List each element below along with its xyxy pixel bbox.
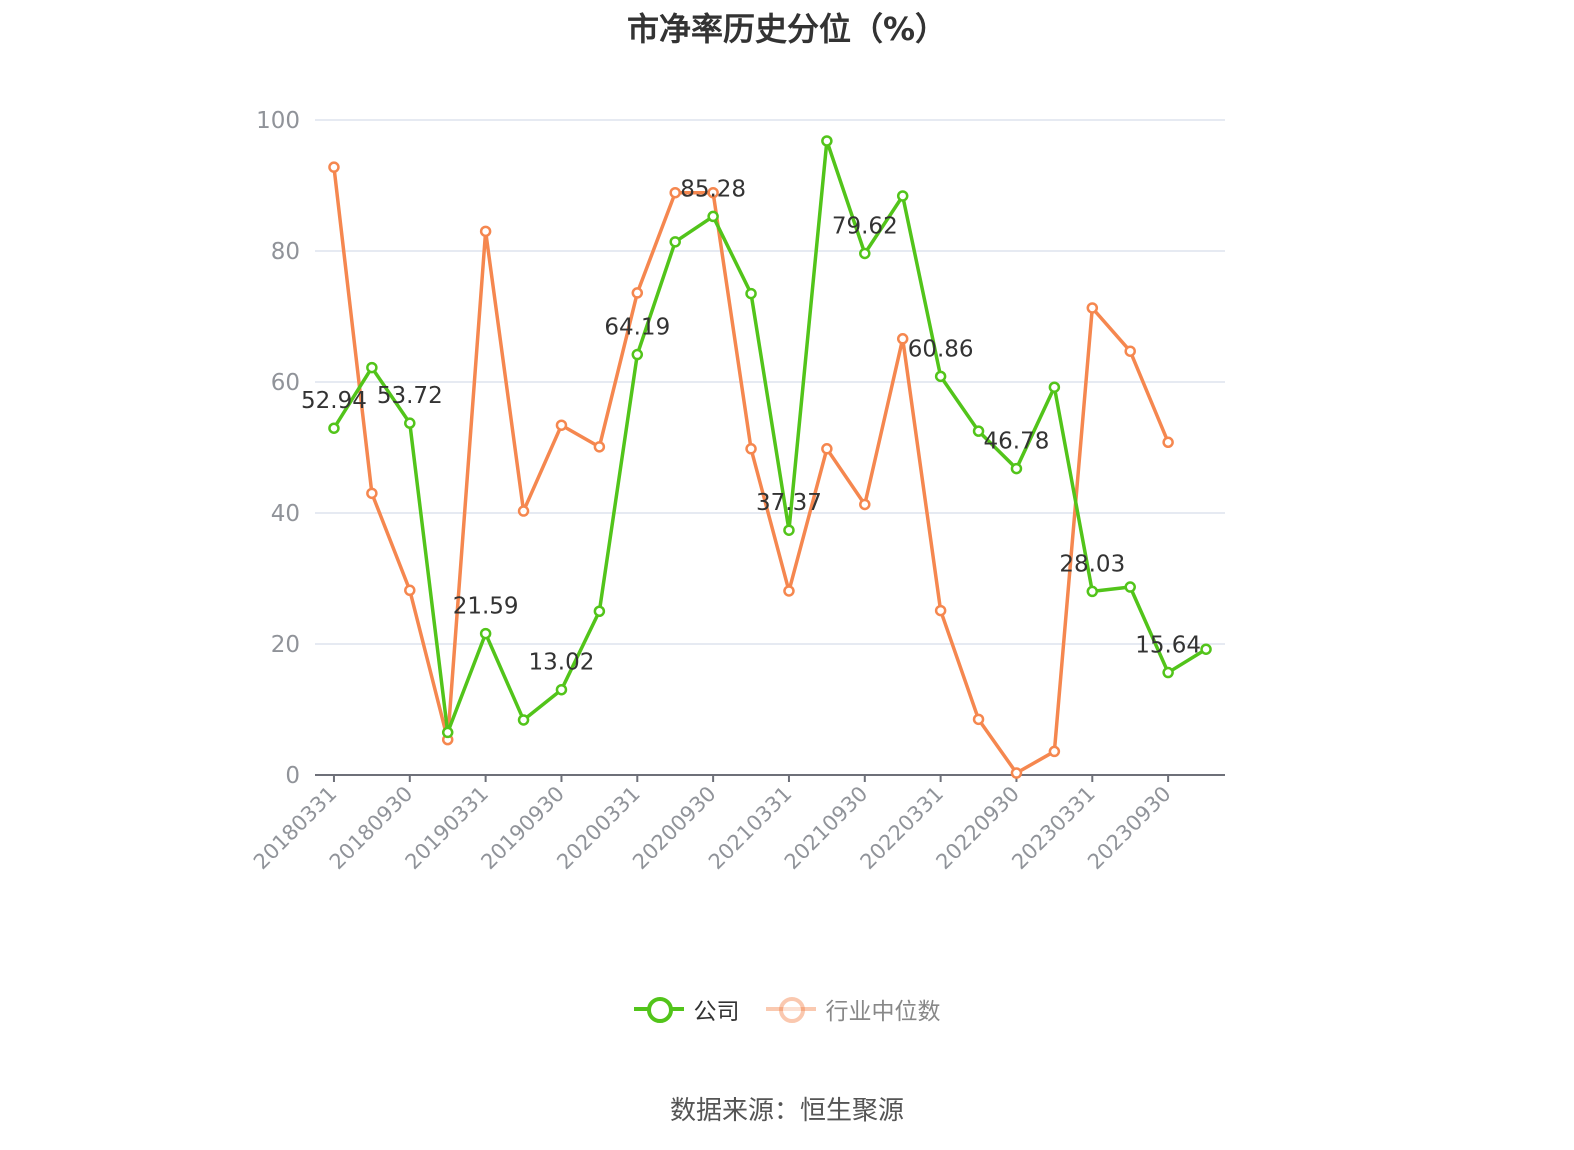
data-point-industry xyxy=(631,287,644,299)
data-label: 60.86 xyxy=(908,336,974,362)
data-point-company xyxy=(669,236,681,248)
data-point-industry xyxy=(328,161,340,173)
data-point-industry xyxy=(366,487,378,500)
data-point-industry xyxy=(479,225,492,238)
data-label: 53.72 xyxy=(377,383,443,409)
data-point-industry xyxy=(707,186,719,199)
y-tick-label: 60 xyxy=(271,370,300,396)
data-point-company xyxy=(517,714,530,726)
data-point-industry xyxy=(517,505,530,517)
data-point-company xyxy=(404,417,416,429)
data-label-layer: 52.94 53.72 21.59 13.02 64.19 85.28 37.37 79.62… xyxy=(301,176,1201,675)
y-tick-label: 20 xyxy=(271,632,300,658)
data-point-company xyxy=(593,605,606,617)
data-point-company xyxy=(366,361,378,374)
x-tick-label: 20230930 xyxy=(1083,782,1176,875)
data-label: 85.28 xyxy=(680,176,746,202)
data-point-industry xyxy=(669,186,681,199)
data-point-company xyxy=(328,422,340,434)
data-point-industry xyxy=(934,604,947,617)
data-point-company xyxy=(972,425,985,437)
data-label: 46.78 xyxy=(984,429,1050,455)
data-point-company xyxy=(745,287,757,300)
data-point-industry xyxy=(1124,345,1136,357)
data-point-company xyxy=(1048,381,1061,393)
chart-title: 市净率历史分位（%） xyxy=(626,10,948,48)
grid-layer xyxy=(315,119,1225,645)
axis-layer: 0204060801002018033120180930201903312019… xyxy=(249,108,1225,874)
data-point-company xyxy=(1010,462,1023,475)
data-label: 79.62 xyxy=(832,213,898,239)
data-label: 15.64 xyxy=(1135,633,1201,659)
legend-label-industry: 行业中位数 xyxy=(825,999,941,1025)
data-point-company xyxy=(821,135,833,147)
legend-item-company[interactable]: 公司 xyxy=(633,992,740,1026)
data-label: 37.37 xyxy=(756,490,822,516)
data-point-industry xyxy=(1086,302,1099,314)
data-point-company xyxy=(783,524,795,536)
data-point-industry xyxy=(972,713,985,726)
data-point-industry xyxy=(859,498,871,511)
data-point-company xyxy=(1124,581,1136,593)
data-point-industry xyxy=(745,443,757,455)
data-point-industry xyxy=(896,333,909,345)
data-point-company xyxy=(479,627,492,640)
legend-dot-company xyxy=(646,997,673,1023)
data-point-company xyxy=(631,348,644,361)
data-point-company xyxy=(1200,643,1212,655)
data-point-company xyxy=(934,370,947,383)
data-point-industry xyxy=(555,419,568,431)
legend-item-industry[interactable]: 行业中位数 xyxy=(765,992,941,1026)
data-label: 52.94 xyxy=(301,388,367,414)
data-point-industry xyxy=(593,441,606,453)
data-label: 64.19 xyxy=(604,315,670,341)
data-point-company xyxy=(1086,585,1099,598)
y-tick-label: 80 xyxy=(271,239,300,265)
series-line-industry xyxy=(332,166,1170,775)
legend-swatch-company xyxy=(633,995,684,1023)
data-point-company xyxy=(1162,666,1174,679)
data-label: 13.02 xyxy=(529,650,595,676)
series-line-company xyxy=(332,139,1207,735)
legend: 公司 行业中位数 xyxy=(0,992,1574,1026)
y-tick-label: 100 xyxy=(256,108,300,134)
data-point-industry xyxy=(1162,436,1174,449)
y-tick-label: 40 xyxy=(271,501,300,527)
data-point-company xyxy=(859,247,871,260)
data-point-industry xyxy=(1048,745,1061,758)
source-note: 数据来源：恒生聚源 xyxy=(669,1096,904,1126)
data-label: 28.03 xyxy=(1059,551,1125,577)
data-point-company xyxy=(441,726,454,739)
data-point-company xyxy=(555,683,568,696)
data-point-company xyxy=(707,210,719,223)
data-point-industry xyxy=(404,584,416,597)
data-point-industry xyxy=(1010,767,1023,779)
data-label: 21.59 xyxy=(453,594,519,620)
y-tick-label: 0 xyxy=(285,763,300,789)
data-point-industry xyxy=(783,585,795,597)
legend-dot-industry xyxy=(778,997,805,1023)
data-point-company xyxy=(896,190,909,202)
data-point-industry xyxy=(821,443,833,455)
legend-swatch-industry xyxy=(765,995,816,1023)
legend-label-company: 公司 xyxy=(693,999,740,1025)
series-layer xyxy=(328,135,1212,779)
